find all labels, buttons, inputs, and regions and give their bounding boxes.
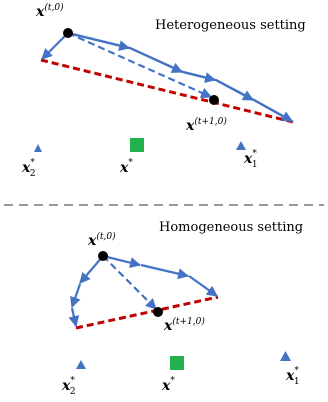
client1-step1-arrow [102,254,142,269]
end-point [153,307,163,317]
client1-optimum-triangle [236,141,246,150]
end-point [209,95,219,105]
client2-optimum-label: x* 2 [61,376,76,397]
start-label: x(t,0) [35,2,64,20]
client2-optimum-label: x* 2 [21,158,36,179]
averaged-update-arrow [67,31,213,99]
averaged-update-arrow [102,255,157,310]
client2-step2-arrow [70,283,82,309]
global-optimum-square [170,356,184,370]
averaging-line [75,295,219,330]
client1-trajectory [67,31,294,123]
client1-step2-arrow [140,263,190,280]
client1-optimum-label: x* 1 [285,366,300,387]
client1-step3-arrow [182,70,217,83]
global-optimum-label: x* [119,158,133,176]
global-optimum-label: x* [161,376,175,394]
heterogeneous-panel: Heterogeneous setting x(t,0) x(t+1,0) x*… [21,2,306,179]
client1-step1-arrow [67,31,131,51]
client1-optimum-label: x* 1 [243,149,258,170]
start-point [63,28,73,38]
client1-step3-arrow [188,275,218,297]
client2-step3-arrow [68,307,80,328]
start-label: x(t,0) [87,231,116,249]
heterogeneous-title: Heterogeneous setting [155,18,306,33]
client1-step5-arrow [253,99,293,122]
client2-step-arrow [41,32,69,60]
averaging-line [40,58,294,124]
client2-optimum-triangle [34,144,42,152]
client1-step4-arrow [215,79,254,101]
start-point [98,251,108,261]
client1-step2-arrow [129,47,183,73]
homogeneous-panel: Homogeneous setting x(t,0) x(t+1,0) x* 2 [61,220,303,397]
global-optimum-square [130,138,144,152]
client1-optimum-triangle [280,351,291,361]
homogeneous-title: Homogeneous setting [159,220,303,235]
client2-optimum-triangle [76,360,86,369]
client2-step1-arrow [79,255,104,284]
end-label: x(t+1,0) [163,316,205,334]
end-label: x(t+1,0) [185,116,227,134]
